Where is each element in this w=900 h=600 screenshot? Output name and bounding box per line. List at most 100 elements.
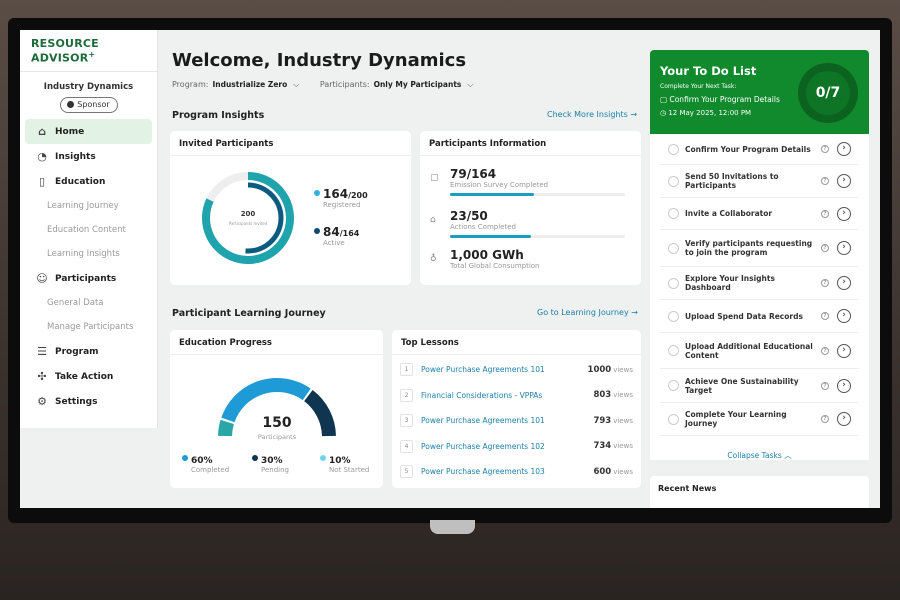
logo[interactable]: RESOURCE ADVISOR+ [20,30,157,72]
help-icon[interactable]: ? [821,312,829,320]
card-title: Participants Information [420,131,641,156]
role-badge[interactable]: Sponsor [59,97,118,113]
lesson-rank: 3 [400,414,413,428]
sidebar-subitem[interactable]: Education Content [47,225,126,235]
sidebar-item-settings[interactable]: ⚙ Settings [25,389,152,414]
views-label: views [613,416,633,425]
check-more-insights-link[interactable]: Check More Insights → [547,110,637,119]
gauge-legend-item: 30% Pending [252,455,289,474]
help-icon[interactable]: ? [821,415,829,423]
todo-task[interactable]: Confirm Your Program Details? › [660,134,859,165]
lesson-link[interactable]: Power Purchase Agreements 101 [421,416,545,426]
sidebar-subitem[interactable]: Manage Participants [47,322,134,332]
info-value: 79/164 [450,167,497,181]
lesson-rank: 1 [400,363,413,377]
info-label: Emission Survey Completed [450,181,549,189]
help-icon[interactable]: ? [821,346,829,355]
sidebar-subitem[interactable]: Learning Insights [47,249,120,259]
progress-bar [450,235,625,238]
gauge-segment-pending [303,389,336,437]
task-checkbox[interactable] [668,380,679,391]
todo-task[interactable]: Send 50 Invitations to Participants? › [660,165,859,198]
section-title: Participant Learning Journey [172,308,326,319]
sidebar-item-home[interactable]: ⌂ Home [25,119,152,144]
help-icon[interactable]: ? [821,279,829,287]
sidebar-item-insights[interactable]: ◔ Insights [25,144,152,169]
help-icon[interactable]: ? [821,244,829,252]
next-task[interactable]: ▢ Confirm Your Program Details [660,95,859,104]
task-label: Confirm Your Program Details [685,144,811,154]
sidebar-item-program[interactable]: ☰ Program [25,339,152,364]
sidebar-item-education[interactable]: ▯ Education [25,169,152,194]
todo-task[interactable]: Achieve One Sustainability Target? › [660,369,859,403]
task-checkbox[interactable] [668,345,679,356]
todo-title: Your To Do List [660,64,757,78]
task-checkbox[interactable] [668,175,679,187]
registered-dot [314,190,320,196]
chevron-right-icon[interactable]: › [837,276,851,290]
go-to-learning-journey-link[interactable]: Go to Learning Journey → [537,308,638,317]
todo-task[interactable]: Explore Your Insights Dashboard? › [660,267,859,300]
chevron-right-icon[interactable]: › [837,343,851,358]
task-label: Explore Your Insights Dashboard [685,274,775,292]
program-label: Program: [172,80,209,89]
chevron-right-icon[interactable]: › [837,241,851,255]
task-label: Upload Additional Educational Content [685,341,813,360]
lesson-rank: 2 [400,388,413,402]
task-checkbox[interactable] [668,310,679,322]
task-label: Upload Spend Data Records [685,311,803,321]
active-total: /164 [339,229,360,238]
chevron-down-icon[interactable]: ⌵ [293,80,300,89]
todo-task[interactable]: Complete Your Learning Journey? › [660,403,859,436]
chevron-right-icon[interactable]: › [837,412,851,426]
sidebar-subitem[interactable]: General Data [47,298,104,308]
invited-donut: 200 Participants Invited [202,172,294,264]
help-icon[interactable]: ? [821,145,829,153]
task-checkbox[interactable] [668,277,679,289]
chevron-right-icon[interactable]: › [837,174,851,188]
lesson-row[interactable]: 5 Power Purchase Agreements 103 600 views [392,459,641,485]
top-lessons-card: Top Lessons 1 Power Purchase Agreements 1… [392,330,641,488]
todo-task[interactable]: Upload Additional Educational Content? › [660,333,859,369]
chevron-right-icon[interactable]: › [837,309,851,323]
lesson-link[interactable]: Power Purchase Agreements 102 [421,441,545,451]
todo-task[interactable]: Upload Spend Data Records? › [660,300,859,333]
lesson-row[interactable]: 2 Financial Considerations - VPPAs 803 view… [392,383,641,409]
collapse-tasks-button[interactable]: Collapse Tasks ︿ [660,436,859,461]
lesson-views: 803 [593,390,612,401]
todo-header: Your To Do List Complete Your Next Task:… [650,50,869,134]
chevron-right-icon[interactable]: › [837,206,851,221]
sidebar-subitem[interactable]: Learning Journey [47,201,119,211]
active-label: Active [323,239,345,247]
lesson-link[interactable]: Power Purchase Agreements 101 [421,365,545,375]
help-icon[interactable]: ? [821,209,829,218]
lesson-views: 1000 [587,364,612,375]
lesson-row[interactable]: 3 Power Purchase Agreements 101 793 views [392,408,641,434]
program-dropdown[interactable]: Industrialize Zero [212,80,288,89]
info-row: ⌂ 23/50 Actions Completed [430,209,630,238]
todo-task[interactable]: Verify participants requesting to join t… [660,230,859,267]
help-icon[interactable]: ? [821,381,829,390]
sidebar-item-take-action[interactable]: ✣ Take Action [25,364,152,389]
chevron-right-icon[interactable]: › [837,378,851,393]
chevron-down-icon[interactable]: ⌵ [467,80,474,89]
task-checkbox[interactable] [668,242,679,254]
sidebar-item-participants[interactable]: ☺ Participants [25,266,152,291]
bulb-icon: ♁ [430,254,437,264]
lesson-row[interactable]: 1 Power Purchase Agreements 101 1000 views [392,357,641,383]
task-checkbox[interactable] [668,143,679,155]
help-icon[interactable]: ? [821,177,829,185]
lesson-row[interactable]: 4 Power Purchase Agreements 102 734 views [392,434,641,460]
participants-dropdown[interactable]: Only My Participants [373,80,462,89]
task-label: Complete Your Learning Journey [685,410,787,428]
chevron-right-icon[interactable]: › [837,142,851,156]
task-checkbox[interactable] [668,208,679,219]
task-label: Invite a Collaborator [685,209,773,218]
lesson-link[interactable]: Power Purchase Agreements 103 [421,467,545,477]
task-checkbox[interactable] [668,413,679,425]
lesson-link[interactable]: Financial Considerations - VPPAs [421,390,543,400]
todo-task[interactable]: Invite a Collaborator? › [660,198,859,230]
sidebar-item-label: Settings [55,396,98,407]
clipboard-icon: ▢ [430,173,439,183]
legend-dot [182,455,188,461]
